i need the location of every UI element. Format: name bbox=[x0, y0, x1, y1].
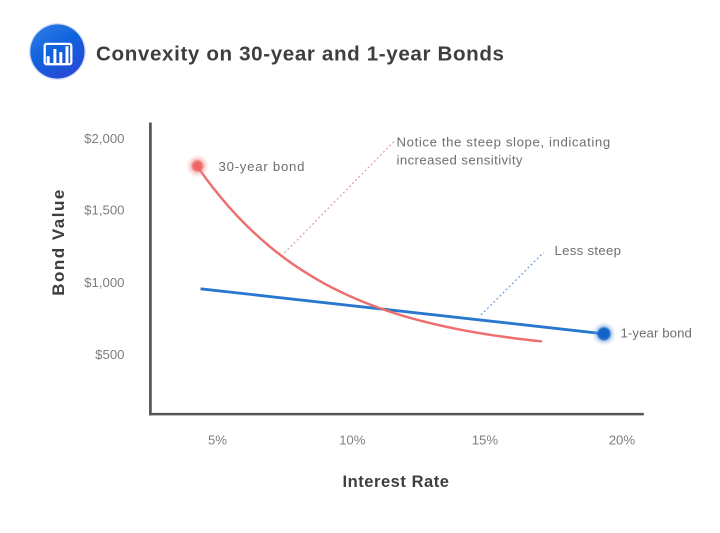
svg-text:30-year bond: 30-year bond bbox=[219, 159, 306, 174]
svg-text:1-year bond: 1-year bond bbox=[621, 326, 692, 341]
svg-text:Interest Rate: Interest Rate bbox=[342, 473, 449, 491]
svg-text:20%: 20% bbox=[609, 433, 636, 448]
svg-text:Convexity on 30-year and 1-yea: Convexity on 30-year and 1-year Bonds bbox=[96, 43, 505, 66]
svg-text:$1,000: $1,000 bbox=[84, 275, 124, 290]
svg-text:5%: 5% bbox=[208, 433, 227, 448]
svg-text:$1,500: $1,500 bbox=[84, 202, 124, 217]
svg-text:$2,000: $2,000 bbox=[84, 131, 124, 146]
svg-text:increased sensitivity: increased sensitivity bbox=[397, 153, 523, 168]
svg-text:Notice the steep slope, indica: Notice the steep slope, indicating bbox=[397, 135, 611, 150]
svg-text:Bond Value: Bond Value bbox=[49, 188, 68, 296]
svg-text:15%: 15% bbox=[472, 433, 499, 448]
svg-text:$500: $500 bbox=[95, 347, 124, 362]
svg-text:Less steep: Less steep bbox=[555, 243, 622, 258]
svg-text:10%: 10% bbox=[339, 433, 366, 448]
